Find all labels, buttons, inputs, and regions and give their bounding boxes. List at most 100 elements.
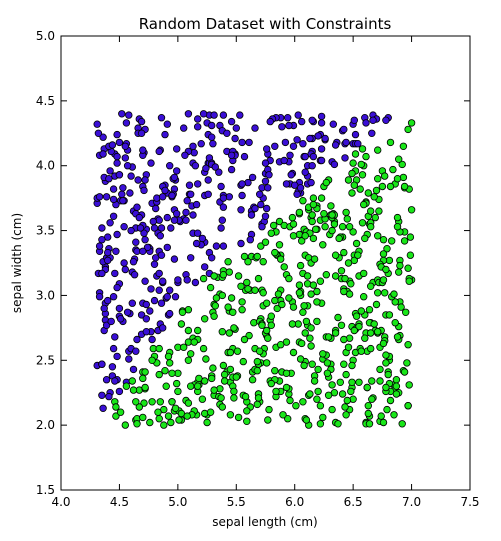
green-point	[298, 339, 306, 348]
blue-point	[149, 217, 157, 226]
green-point	[225, 329, 233, 337]
green-point	[382, 359, 390, 367]
green-point	[340, 360, 348, 368]
blue-point	[157, 251, 166, 259]
green-point	[220, 370, 229, 379]
green-point	[200, 315, 209, 323]
green-point	[385, 311, 394, 319]
green-point	[308, 360, 316, 368]
green-point	[376, 365, 384, 374]
green-point	[274, 290, 283, 298]
green-point	[237, 282, 245, 290]
blue-point	[362, 119, 370, 127]
green-point	[343, 396, 351, 405]
green-point	[322, 178, 330, 187]
x-tick-label: 4.5	[110, 495, 129, 509]
green-point	[406, 233, 415, 241]
blue-point	[150, 296, 159, 305]
blue-point	[120, 222, 128, 231]
green-point	[393, 333, 402, 341]
blue-point	[165, 286, 174, 294]
blue-point	[317, 112, 326, 121]
green-point	[386, 396, 395, 405]
blue-point	[289, 142, 298, 150]
blue-point	[186, 190, 195, 198]
blue-point	[170, 216, 179, 224]
green-point	[340, 335, 348, 344]
green-point	[238, 298, 246, 306]
green-point	[368, 377, 376, 385]
green-point	[403, 359, 411, 367]
blue-point	[340, 125, 348, 134]
green-point	[314, 365, 322, 374]
green-point	[321, 222, 329, 231]
blue-point	[294, 111, 302, 119]
blue-point	[258, 222, 266, 231]
green-point	[379, 276, 388, 284]
blue-point	[263, 204, 271, 213]
green-point	[310, 255, 319, 263]
green-point	[184, 326, 193, 335]
blue-point	[155, 216, 163, 224]
blue-point	[142, 328, 150, 336]
green-point	[270, 221, 278, 230]
green-point	[358, 171, 367, 179]
blue-point	[285, 121, 293, 130]
blue-point	[127, 172, 135, 180]
blue-point	[165, 309, 174, 318]
green-point	[341, 274, 349, 283]
green-point	[253, 367, 261, 375]
green-point	[278, 300, 286, 309]
green-point	[284, 415, 292, 423]
green-point	[307, 324, 315, 332]
green-point	[393, 222, 402, 231]
green-point	[289, 303, 298, 311]
green-point	[381, 172, 389, 180]
green-point	[382, 383, 390, 392]
blue-point	[113, 152, 121, 161]
green-point	[168, 369, 176, 377]
green-point	[312, 225, 320, 233]
green-point	[360, 200, 368, 209]
blue-point	[215, 168, 223, 176]
blue-point	[109, 212, 118, 220]
green-point	[407, 119, 416, 127]
blue-point	[237, 239, 245, 248]
green-point	[407, 206, 416, 214]
blue-point	[106, 219, 114, 227]
green-point	[286, 396, 294, 405]
blue-point	[115, 138, 124, 147]
y-tick-label: 3.5	[36, 224, 55, 238]
blue-point	[107, 317, 115, 326]
green-point	[195, 374, 203, 383]
green-point	[285, 274, 293, 283]
blue-point	[317, 156, 326, 165]
blue-point	[105, 174, 113, 183]
green-point	[229, 308, 237, 316]
green-point	[250, 319, 258, 327]
green-point	[224, 303, 232, 311]
green-point	[316, 277, 325, 285]
green-point	[363, 383, 371, 392]
blue-point	[153, 194, 161, 202]
green-point	[161, 367, 169, 375]
green-point	[314, 387, 322, 396]
green-point	[307, 290, 315, 298]
green-point	[405, 277, 413, 285]
green-point	[374, 146, 382, 154]
blue-point	[301, 152, 309, 161]
green-point	[327, 202, 335, 210]
blue-point	[199, 110, 208, 118]
green-point	[301, 232, 309, 240]
blue-point	[108, 141, 117, 149]
blue-point	[113, 130, 121, 139]
green-point	[184, 356, 193, 364]
blue-point	[218, 216, 226, 224]
green-point	[164, 412, 173, 420]
green-point	[238, 306, 246, 314]
blue-point	[121, 154, 129, 162]
green-point	[393, 174, 402, 183]
blue-point	[306, 134, 314, 143]
blue-point	[314, 132, 322, 140]
green-point	[338, 222, 347, 231]
